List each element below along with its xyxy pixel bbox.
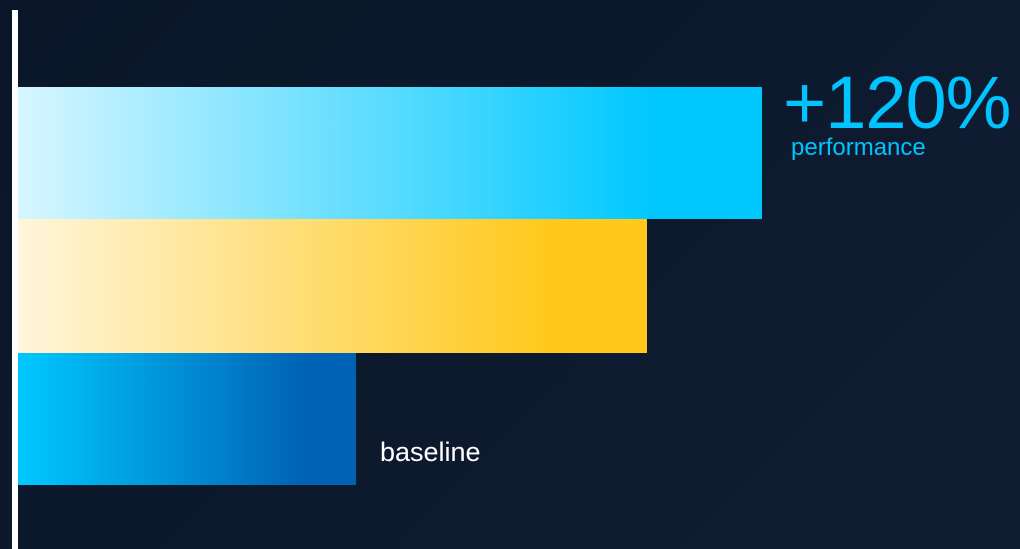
improvement-value: +120%: [783, 61, 1011, 144]
y-axis-line: [12, 10, 18, 549]
baseline-label: baseline: [380, 437, 481, 467]
bar-1: [18, 87, 762, 219]
improvement-caption: performance: [791, 134, 926, 161]
bar-2: [18, 219, 647, 353]
bar-3: [18, 353, 356, 485]
